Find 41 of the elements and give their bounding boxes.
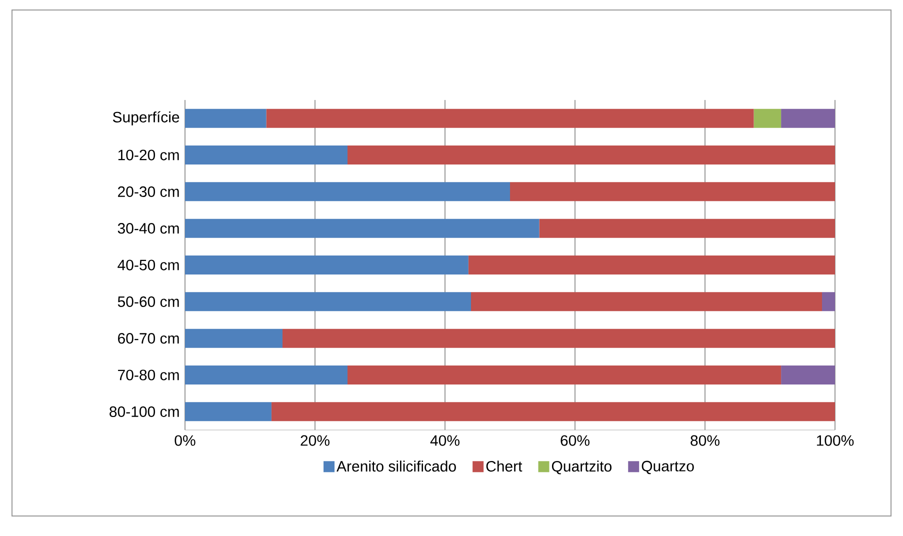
bar (348, 146, 836, 165)
x-tick-label: 80% (690, 435, 720, 446)
bar (185, 292, 472, 312)
bar (348, 366, 782, 385)
bar (185, 218, 540, 238)
legend-label: Chert (486, 460, 522, 472)
bar (510, 182, 836, 202)
y-tick-label: 70-80 cm (118, 370, 179, 380)
x-tick-label: 60% (560, 435, 590, 446)
bar (185, 182, 510, 202)
bar (185, 108, 266, 128)
bar (822, 292, 836, 312)
x-tick-label: 40% (430, 435, 460, 446)
y-tick-label: 60-70 cm (118, 333, 179, 344)
bar (185, 256, 468, 275)
bar (781, 108, 836, 128)
bar (282, 328, 836, 348)
legend-label: Quartzo (642, 460, 694, 474)
legend-label: Arenito silicificado (336, 460, 456, 472)
x-tick-label: 100% (816, 435, 854, 446)
bar (468, 256, 836, 275)
y-tick-label: 80-100 cm (110, 406, 179, 417)
bar (266, 108, 754, 128)
y-tick-label: 20-30 cm (118, 186, 179, 197)
y-tick-label: 30-40 cm (118, 223, 179, 234)
legend-label: Quartzito (552, 460, 612, 474)
bar (271, 402, 836, 422)
bar (781, 366, 836, 385)
bar (185, 402, 272, 422)
bar (185, 328, 282, 348)
bar (539, 218, 836, 238)
y-tick-label: 10-20 cm (118, 150, 179, 160)
x-tick-label: 0% (174, 435, 196, 446)
y-tick-label: 50-60 cm (118, 296, 179, 307)
bar (754, 108, 782, 128)
y-tick-label: 40-50 cm (118, 260, 179, 270)
bar (471, 292, 822, 312)
y-tick-label: Superfície (112, 111, 180, 126)
bar (185, 366, 348, 385)
x-tick-label: 20% (300, 435, 330, 446)
bar (185, 146, 348, 165)
